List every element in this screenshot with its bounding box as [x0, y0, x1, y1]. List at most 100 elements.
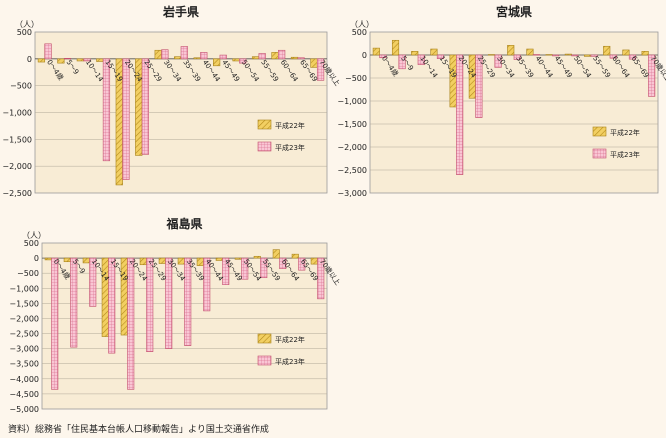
bar-h22 [215, 257, 223, 261]
bar-h23 [475, 54, 483, 118]
legend-label: 平成23年 [275, 143, 305, 152]
bar-h23 [298, 257, 306, 271]
bar-h23 [316, 58, 325, 81]
bar-h22 [154, 49, 162, 60]
bar-h22 [272, 249, 280, 259]
bar-h23 [417, 54, 425, 65]
bar-h23 [398, 54, 406, 70]
bar-h23 [122, 58, 130, 180]
bar-h23 [184, 257, 192, 346]
y-tick-label: −500 [345, 74, 367, 83]
y-tick-label: −3,000 [337, 189, 367, 198]
bar-h22 [583, 54, 592, 57]
y-tick-label: 500 [24, 239, 39, 248]
y-tick-label: −500 [10, 82, 32, 91]
y-tick-label: −2,000 [337, 143, 367, 152]
bar-h22 [391, 39, 400, 56]
y-tick-label: 0 [27, 55, 32, 64]
bar-h23 [258, 53, 266, 60]
legend-swatch [257, 355, 272, 366]
legend-swatch [257, 333, 272, 344]
y-tick-label: −3,500 [9, 360, 39, 369]
y-unit-label: （人） [15, 20, 39, 29]
y-tick-label: −1,500 [337, 120, 367, 129]
y-tick-label: 500 [17, 28, 32, 37]
bar-h23 [83, 58, 91, 62]
y-tick-label: −1,500 [2, 135, 32, 144]
bar-h23 [203, 257, 211, 312]
bar-h22 [290, 56, 299, 60]
bar-h23 [222, 257, 230, 285]
bar-h23 [219, 54, 227, 60]
bar-h22 [193, 57, 201, 60]
y-tick-label: −4,000 [9, 375, 39, 384]
source-note: 資料）総務省「住民基本台帳人口移動報告」より国土交通省作成 [8, 423, 269, 435]
bar-h23 [200, 52, 208, 60]
bar-h23 [180, 46, 188, 60]
bar-h22 [603, 45, 611, 56]
bar-h23 [648, 54, 656, 97]
bar-h23 [590, 54, 598, 57]
bar-h22 [139, 257, 147, 266]
y-tick-label: 0 [34, 254, 39, 263]
bar-h22 [57, 58, 65, 64]
bar-h22 [37, 58, 46, 63]
y-tick-label: −1,000 [337, 97, 367, 106]
y-tick-label: −1,000 [2, 109, 32, 118]
bar-h23 [513, 54, 521, 60]
bar-h22 [411, 51, 419, 56]
legend-label: 平成23年 [275, 357, 305, 366]
legend-label: 平成22年 [275, 335, 305, 344]
bar-h22 [271, 52, 279, 60]
legend-label: 平成22年 [610, 128, 640, 137]
bar-h23 [628, 54, 637, 60]
chart-3: 福島県 （人） −5,000 −4,500 −4,000 −3,500 −3,000 −2,5… [9, 216, 342, 414]
bar-h23 [379, 54, 387, 59]
y-tick-label: −2,500 [2, 189, 32, 198]
bar-h23 [51, 257, 59, 390]
y-tick-label: −2,000 [2, 162, 32, 171]
y-tick-label: −2,500 [337, 166, 367, 175]
legend-swatch [592, 126, 607, 137]
y-tick-label: 500 [352, 28, 367, 37]
bar-h22 [234, 257, 242, 260]
y-tick-label: −3,000 [9, 345, 39, 354]
bar-h22 [310, 257, 318, 265]
legend-swatch [257, 141, 272, 152]
bar-h22 [545, 54, 553, 56]
bar-h23 [141, 58, 149, 155]
bar-h23 [436, 54, 445, 59]
bar-h22 [310, 58, 318, 68]
bar-h23 [456, 54, 464, 175]
y-tick-label: −500 [17, 269, 39, 278]
chart-2: 宮城県 （人） −3,000 −2,500 −2,000 −1,500 −1,000 −500… [337, 4, 666, 198]
bar-h23 [609, 54, 617, 59]
bar-h22 [430, 48, 438, 56]
bar-h22 [213, 58, 221, 67]
bar-h22 [526, 48, 534, 56]
legend-label: 平成23年 [610, 150, 640, 159]
bar-h22 [487, 54, 496, 56]
bar-h22 [372, 47, 380, 56]
y-tick-label: 0 [362, 51, 367, 60]
y-tick-label: −2,000 [9, 314, 39, 323]
bar-h22 [564, 53, 572, 56]
bar-h22 [44, 257, 52, 261]
bar-h23 [70, 257, 78, 348]
bar-h23 [278, 49, 286, 60]
bar-h23 [260, 257, 268, 279]
bar-h22 [174, 56, 182, 60]
bar-h23 [146, 257, 154, 352]
bar-h23 [239, 58, 247, 64]
bar-h22 [251, 56, 260, 60]
bar-h23 [161, 49, 169, 60]
y-unit-label: （人） [22, 231, 46, 240]
bar-h23 [494, 54, 502, 68]
legend-swatch [257, 119, 272, 130]
y-unit-label: （人） [350, 20, 374, 29]
bar-h23 [571, 54, 579, 57]
bar-h22 [232, 58, 240, 62]
bar-h23 [165, 257, 173, 349]
bar-h22 [253, 255, 261, 259]
